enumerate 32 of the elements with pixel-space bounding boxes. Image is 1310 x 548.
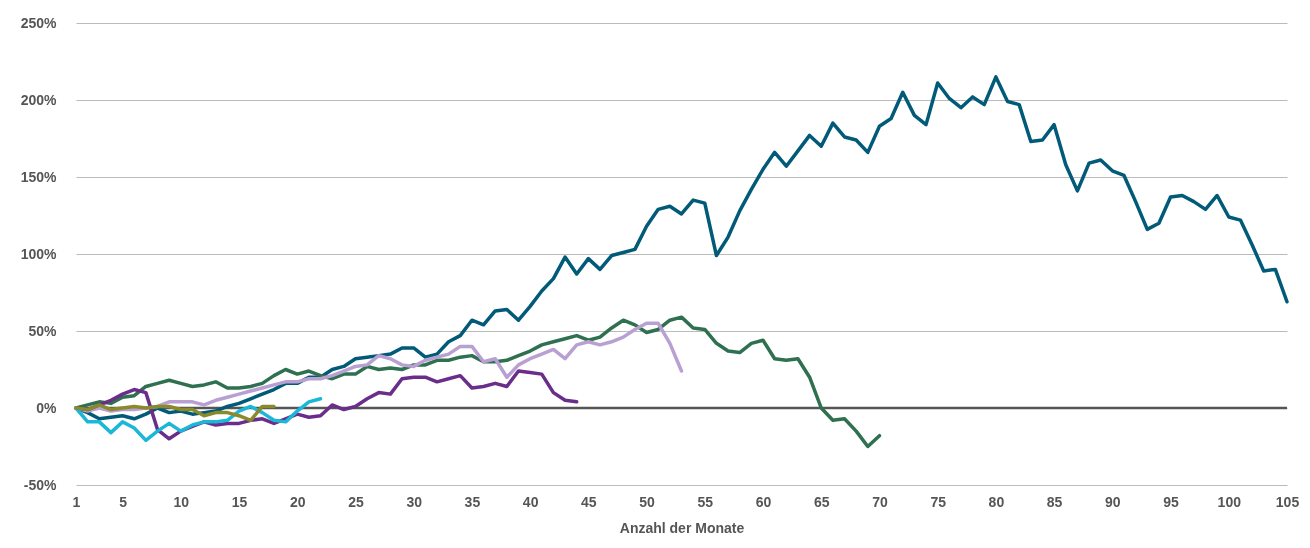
line-series: [74, 403, 276, 423]
x-tick-label: 80: [988, 493, 1005, 510]
x-tick-label: 75: [930, 493, 947, 510]
x-tick-label: 20: [289, 493, 306, 510]
x-axis-title: Anzahl der Monate: [619, 519, 745, 536]
x-tick-label: 40: [522, 493, 539, 510]
x-tick-label: 30: [406, 493, 423, 510]
x-tick-label: 10: [173, 493, 190, 510]
y-tick-label: 100%: [20, 245, 58, 262]
y-tick-label: 150%: [20, 168, 58, 185]
x-tick-label: 55: [697, 493, 714, 510]
x-tick-label: 70: [872, 493, 888, 510]
x-tick-label: 100: [1217, 493, 1242, 510]
x-tick-label: 1: [72, 493, 81, 510]
x-tick-label: 90: [1105, 493, 1121, 510]
x-tick-label: 35: [464, 493, 481, 510]
y-tick-label: 0%: [36, 399, 58, 416]
y-tick-label: 200%: [20, 91, 58, 108]
x-tick-label: 105: [1275, 493, 1300, 510]
x-tick-label: 60: [755, 493, 772, 510]
x-tick-label: 95: [1163, 493, 1180, 510]
y-tick-label: -50%: [23, 476, 58, 493]
line-series: [74, 397, 323, 443]
x-tick-label: 85: [1046, 493, 1063, 510]
x-tick-label: 65: [813, 493, 830, 510]
y-tick-label: 50%: [28, 322, 58, 339]
x-tick-label: 15: [231, 493, 248, 510]
x-tick-label: 50: [639, 493, 656, 510]
x-tick-label: 5: [119, 493, 128, 510]
x-tick-label: 45: [581, 493, 597, 510]
y-tick-label: 250%: [20, 14, 58, 31]
x-tick-label: 25: [348, 493, 364, 510]
